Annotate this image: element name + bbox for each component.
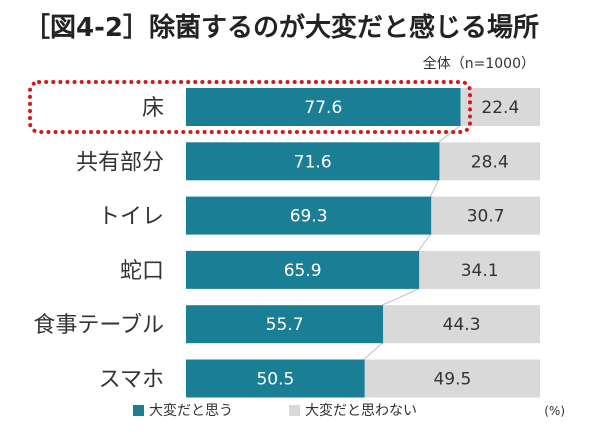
connector-lines — [363, 125, 462, 361]
highlight-box — [28, 80, 472, 134]
category-label-1: 共有部分 — [76, 150, 164, 175]
bar-series-1-1 — [186, 142, 440, 181]
legend-swatch-series-2 — [289, 405, 300, 416]
bar-series-1-0 — [186, 88, 461, 126]
connector-shadow-2 — [417, 234, 431, 252]
bar-series-2-0 — [460, 88, 540, 126]
bar-series-1-2 — [186, 196, 432, 235]
value-label-series-2-4: 44.3 — [443, 315, 481, 335]
category-label-5: スマホ — [99, 368, 164, 393]
unit-label: (%) — [544, 404, 565, 418]
value-label-series-1-2: 69.3 — [290, 207, 328, 227]
bar-series-2-5 — [364, 359, 540, 398]
bar-series-2-3 — [419, 250, 540, 289]
value-label-series-1-0: 77.6 — [304, 98, 342, 118]
highlight-dotted-box — [28, 80, 472, 134]
connector-shadow-1 — [429, 180, 439, 197]
legend: 大変だと思う 大変だと思わない — [133, 402, 417, 419]
value-label-series-1-3: 65.9 — [284, 261, 322, 281]
bar-series-2-1 — [439, 142, 540, 181]
chart-title: ［図4-2］除菌するのが大変だと感じる場所 — [24, 12, 539, 43]
value-label-series-1-1: 71.6 — [294, 152, 332, 172]
connector-shadow-0 — [438, 125, 461, 143]
bar-series-1-3 — [186, 250, 420, 289]
connector-shadow-3 — [381, 288, 419, 306]
value-label-series-1-5: 50.5 — [256, 370, 294, 390]
connector-shadow-4 — [363, 342, 383, 360]
value-label-series-1-4: 55.7 — [266, 315, 304, 335]
value-label-series-2-1: 28.4 — [471, 152, 509, 172]
legend-label-series-2: 大変だと思わない — [305, 402, 417, 419]
connector-line-4 — [364, 342, 384, 361]
bar-series-1-5 — [186, 359, 365, 398]
category-label-2: トイレ — [98, 205, 164, 230]
bar-series-2-2 — [431, 196, 540, 235]
bars: 77.6 22.4 71.6 28.4 69.3 30.7 65.9 34.1 55.7 44.3… — [186, 88, 540, 398]
legend-swatch-series-1 — [133, 405, 144, 416]
value-label-series-2-3: 34.1 — [461, 261, 499, 281]
legend-label-series-1: 大変だと思う — [149, 402, 233, 419]
category-label-3: 蛇口 — [120, 259, 164, 284]
value-label-series-2-5: 49.5 — [433, 370, 471, 390]
value-label-series-2-0: 22.4 — [481, 98, 519, 118]
category-label-0: 床 — [142, 96, 164, 121]
connector-line-2 — [418, 234, 432, 252]
connector-line-1 — [430, 179, 441, 197]
value-label-series-2-2: 30.7 — [467, 207, 505, 227]
connector-line-0 — [439, 125, 462, 143]
bar-series-1-4 — [186, 305, 384, 344]
category-label-4: 食事テーブル — [33, 313, 164, 338]
bar-series-2-4 — [383, 305, 540, 344]
sample-note: 全体（n=1000） — [423, 55, 535, 72]
